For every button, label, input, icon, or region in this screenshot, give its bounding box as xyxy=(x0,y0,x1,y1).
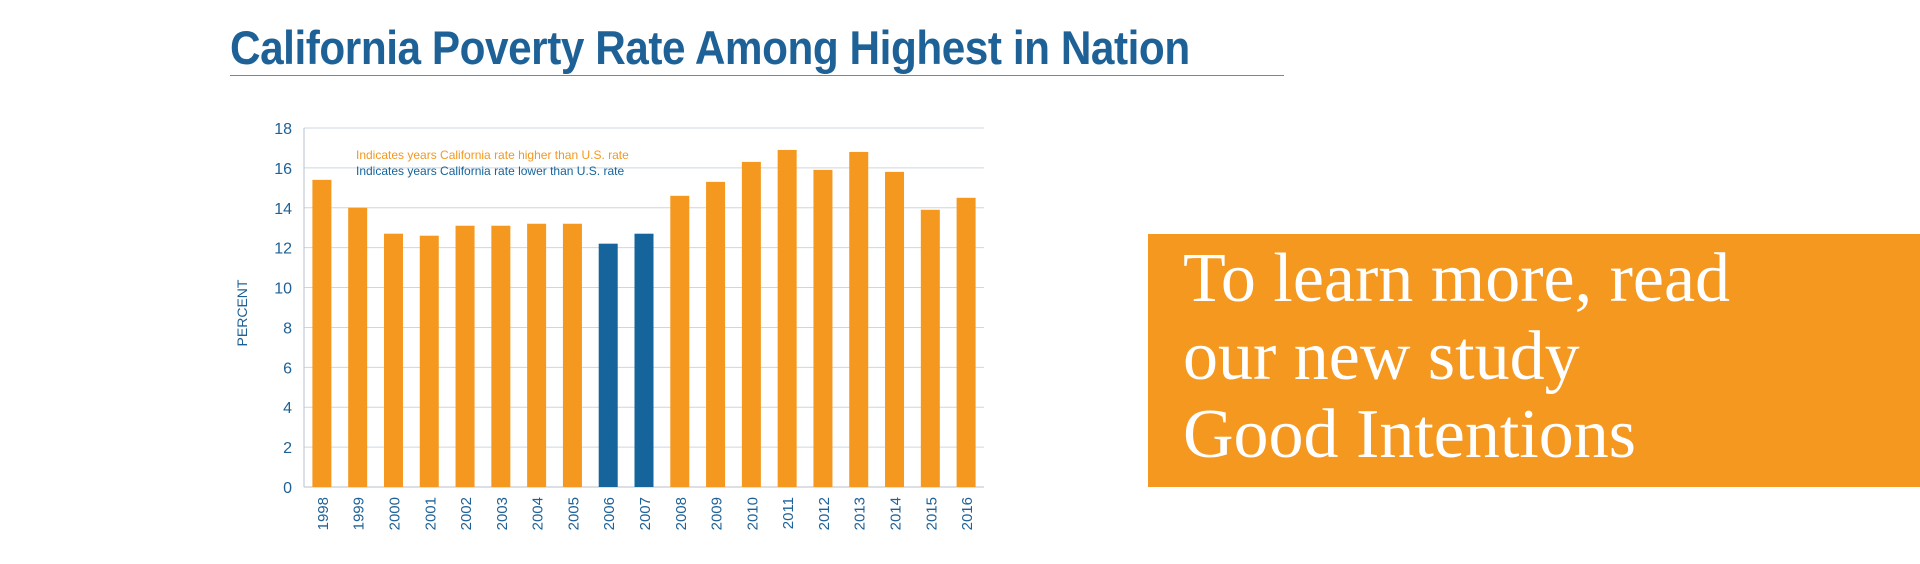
promo-banner[interactable]: To learn more, read our new study Good I… xyxy=(1148,234,1920,487)
legend-entry-higher: Indicates years California rate higher t… xyxy=(356,148,629,162)
y-axis-ticks: 0 2 4 6 8 10 12 14 16 18 xyxy=(274,121,292,497)
y-tick-label: 4 xyxy=(283,400,292,417)
bar-2007 xyxy=(634,233,654,487)
promo-line-3: Good Intentions xyxy=(1183,396,1637,473)
promo-text: To learn more, read our new study Good I… xyxy=(1183,240,1730,474)
title-underline xyxy=(230,75,1284,76)
bar-2010 xyxy=(741,161,761,487)
bar-2015 xyxy=(920,209,940,487)
bar-2011 xyxy=(777,149,797,487)
bar-1999 xyxy=(348,207,368,487)
bar-2005 xyxy=(562,223,582,487)
bar-2013 xyxy=(849,151,869,487)
x-tick-label: 2013 xyxy=(852,497,869,530)
x-tick-label: 2004 xyxy=(530,497,547,530)
x-tick-label: 2003 xyxy=(494,497,511,530)
x-tick-label: 2008 xyxy=(673,497,690,530)
bars xyxy=(312,149,976,488)
bar-2003 xyxy=(491,225,511,487)
x-tick-label: 2001 xyxy=(422,497,439,530)
x-tick-label: 2011 xyxy=(780,497,797,529)
bar-2012 xyxy=(813,169,833,487)
bar-2004 xyxy=(527,223,547,487)
poverty-rate-bar-chart: 0 2 4 6 8 10 12 14 16 18 1998 1999 2000 2001 2002 2003… xyxy=(234,121,984,530)
bar-2006 xyxy=(598,243,618,487)
bar-2000 xyxy=(383,233,403,487)
x-tick-label: 2006 xyxy=(601,497,618,530)
y-tick-label: 14 xyxy=(274,201,292,218)
x-tick-label: 2007 xyxy=(637,497,654,530)
promo-line-1: To learn more, read xyxy=(1183,240,1731,317)
y-tick-label: 18 xyxy=(274,121,292,138)
y-tick-label: 12 xyxy=(274,241,292,258)
bar-2002 xyxy=(455,225,475,487)
bar-2014 xyxy=(885,171,905,487)
bar-1998 xyxy=(312,179,332,487)
x-tick-label: 2012 xyxy=(816,497,833,530)
x-tick-label: 2009 xyxy=(709,497,726,530)
y-tick-label: 16 xyxy=(274,161,292,178)
x-tick-label: 1998 xyxy=(315,497,332,530)
y-tick-label: 6 xyxy=(283,360,292,377)
y-tick-label: 0 xyxy=(283,480,292,497)
y-tick-label: 2 xyxy=(283,440,292,457)
y-axis-label: PERCENT xyxy=(234,279,250,346)
y-tick-label: 10 xyxy=(274,281,292,298)
promo-line-2: our new study xyxy=(1183,318,1580,395)
x-tick-label: 2000 xyxy=(386,497,403,530)
y-tick-label: 8 xyxy=(283,320,292,337)
x-tick-label: 1999 xyxy=(351,497,368,530)
bar-2009 xyxy=(706,181,726,487)
x-tick-label: 2015 xyxy=(923,497,940,530)
x-tick-label: 2005 xyxy=(565,497,582,530)
x-axis-ticks: 1998 1999 2000 2001 2002 2003 2004 2005 2006 2007… xyxy=(315,497,976,530)
bar-2016 xyxy=(956,197,976,488)
x-tick-label: 2010 xyxy=(744,497,761,530)
legend: Indicates years California rate higher t… xyxy=(356,148,629,178)
bar-2001 xyxy=(419,235,439,487)
legend-entry-lower: Indicates years California rate lower th… xyxy=(356,164,624,178)
gridlines xyxy=(303,127,984,488)
page-title: California Poverty Rate Among Highest in… xyxy=(230,21,1190,74)
x-tick-label: 2016 xyxy=(959,497,976,530)
x-tick-label: 2014 xyxy=(888,497,905,530)
bar-2008 xyxy=(670,195,690,488)
x-tick-label: 2002 xyxy=(458,497,475,530)
